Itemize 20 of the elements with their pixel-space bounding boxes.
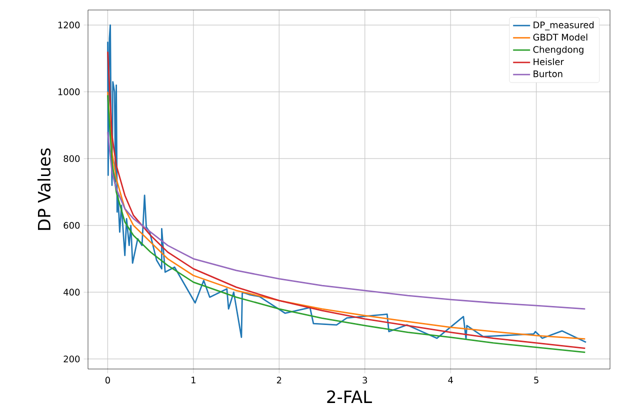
y-tick-label: 200	[64, 356, 80, 362]
y-tick-label: 1200	[58, 22, 80, 28]
legend-label: Heisler	[534, 58, 564, 66]
x-tick-label: 2	[276, 376, 282, 384]
x-axis-title: 2-FAL	[327, 390, 372, 403]
legend-label: Burton	[534, 70, 562, 78]
legend-label: DP_measured	[534, 21, 594, 30]
x-tick-label: 0	[105, 376, 110, 384]
legend-label: GBDT Model	[533, 34, 588, 41]
y-axis-title: DP Values	[37, 148, 51, 230]
x-tick-label: 1	[192, 376, 196, 384]
y-tick-label: 600	[64, 222, 80, 229]
legend-label: Chengdong	[533, 46, 584, 55]
x-tick-label: 3	[362, 376, 367, 384]
y-tick-label: 800	[64, 155, 80, 162]
line-series	[107, 131, 586, 310]
y-tick-label: 1000	[58, 88, 80, 96]
x-tick-label: 5	[534, 376, 538, 384]
x-tick-label: 4	[448, 376, 453, 384]
y-tick-label: 400	[64, 288, 80, 296]
